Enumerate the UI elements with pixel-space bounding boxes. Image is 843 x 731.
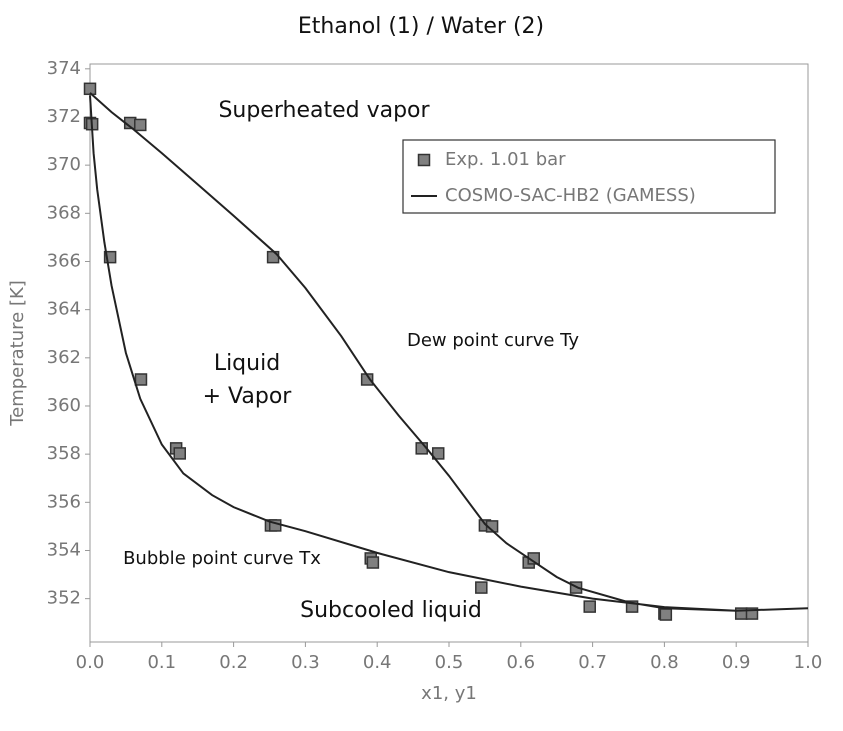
y-tick-label: 352: [47, 588, 81, 609]
x-tick-label: 0.9: [722, 652, 751, 673]
x-tick-label: 0.8: [650, 652, 679, 673]
data-point: [366, 556, 380, 569]
y-tick-label: 370: [47, 154, 81, 175]
x-tick-label: 0.5: [435, 652, 464, 673]
data-point: [83, 82, 97, 96]
x-tick-label: 0.6: [506, 652, 535, 673]
y-tick-label: 360: [47, 395, 81, 416]
data-point: [625, 600, 639, 613]
y-tick-label: 372: [47, 106, 81, 127]
y-tick-label: 362: [47, 347, 81, 368]
x-tick-label: 0.4: [363, 652, 392, 673]
annotation-text: Liquid + Vapor: [202, 351, 292, 409]
data-point: [134, 118, 147, 132]
data-point: [659, 608, 673, 621]
curve: [89, 92, 809, 612]
x-tick-label: 0.7: [578, 652, 607, 673]
y-tick-label: 354: [47, 539, 81, 560]
x-tick-label: 0.0: [76, 652, 105, 673]
data-point: [583, 600, 596, 613]
annotation: Superheated vapor: [218, 98, 430, 123]
data-point: [475, 581, 488, 594]
legend-marker: [417, 153, 431, 167]
chart-title: Ethanol (1) / Water (2): [298, 14, 544, 39]
legend-label: COSMO-SAC-HB2 (GAMESS): [445, 185, 696, 206]
y-tick-label: 358: [47, 443, 81, 464]
legend-box: [402, 139, 776, 214]
x-tick-label: 0.2: [219, 652, 248, 673]
annotation: Dew point curve Ty: [407, 330, 579, 351]
y-axis-label: Temperature [K]: [7, 280, 28, 427]
x-tick-label: 0.3: [291, 652, 320, 673]
x-tick-label: 0.1: [147, 652, 176, 673]
annotation: Liquid + Vapor: [202, 351, 292, 409]
x-axis-label: x1, y1: [421, 683, 477, 704]
y-tick-label: 366: [47, 250, 81, 271]
y-tick-label: 364: [47, 299, 81, 320]
data-point: [134, 373, 148, 386]
annotation: Bubble point curve Tx: [123, 548, 321, 569]
y-tick-label: 374: [47, 58, 81, 79]
y-tick-label: 368: [47, 202, 81, 223]
data-point: [745, 607, 759, 620]
data-point: [431, 447, 445, 460]
legend-label: Exp. 1.01 bar: [445, 149, 566, 170]
data-point: [173, 447, 186, 460]
annotation: Subcooled liquid: [300, 598, 482, 623]
x-tick-label: 1.0: [794, 652, 823, 673]
y-tick-label: 356: [47, 491, 81, 512]
data-point: [103, 250, 117, 264]
